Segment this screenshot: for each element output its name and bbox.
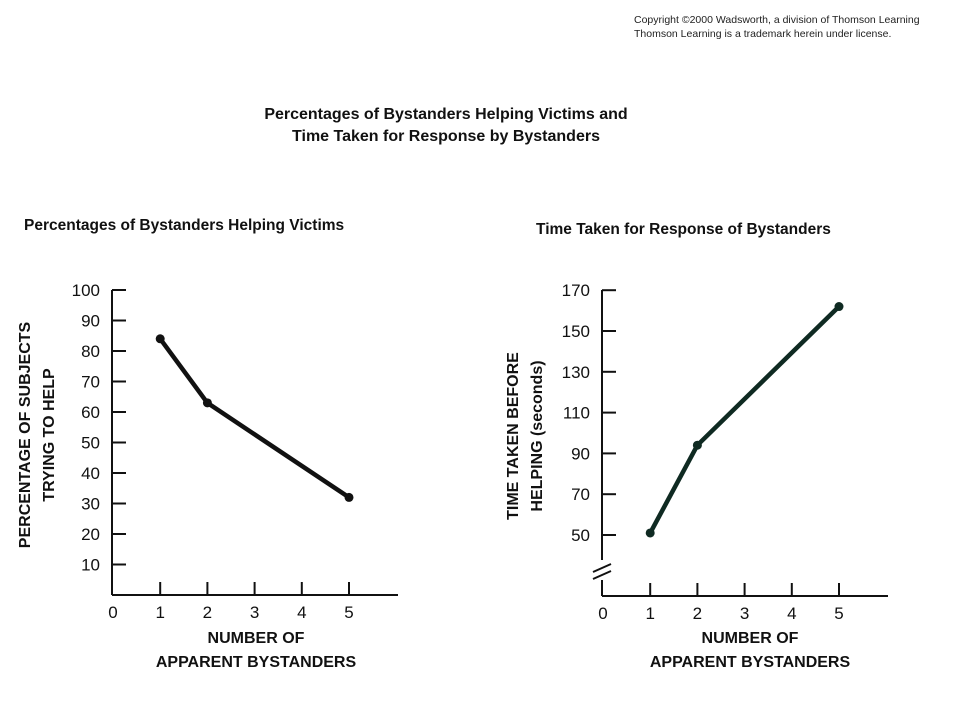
left-data-point (344, 492, 354, 502)
right-x-tick-label: 0 (598, 604, 607, 623)
right-data-point (834, 302, 844, 312)
right-chart-title: Time Taken for Response of Bystanders (536, 221, 831, 238)
right-axis-break-mark (592, 563, 612, 573)
left-x-tick-label: 3 (250, 603, 259, 622)
right-y-tick-label: 70 (571, 485, 590, 504)
left-x-tick-label: 5 (344, 603, 353, 622)
right-y-tick-label: 170 (562, 281, 590, 300)
left-y-tick-label: 10 (81, 556, 100, 575)
right-x-tick-label: 4 (787, 604, 796, 623)
copyright-notice: Copyright ©2000 Wadsworth, a division of… (634, 13, 920, 41)
copyright-line-1: Copyright ©2000 Wadsworth, a division of… (634, 14, 920, 26)
left-y-tick-label: 100 (72, 281, 100, 300)
right-series-line (647, 304, 842, 536)
left-data-point (202, 398, 212, 408)
right-y-tick-label: 150 (562, 322, 590, 341)
main-title-line-2: Time Taken for Response by Bystanders (292, 128, 600, 145)
left-x-axis-title: NUMBER OF (208, 630, 305, 647)
left-y-tick-label: 90 (81, 312, 100, 331)
left-y-tick-label: 50 (81, 434, 100, 453)
left-x-tick-label: 4 (297, 603, 306, 622)
right-y-tick-label: 110 (563, 404, 590, 423)
right-axis-break-mark (592, 570, 612, 580)
main-title-line-1: Percentages of Bystanders Helping Victim… (264, 106, 628, 123)
right-x-tick-label: 2 (693, 604, 702, 623)
right-x-axis-title: APPARENT BYSTANDERS (650, 654, 851, 671)
left-y-axis-title: PERCENTAGE OF SUBJECTS (17, 321, 34, 548)
left-y-tick-label: 80 (81, 342, 100, 361)
right-y-axis-title: TIME TAKEN BEFORE (505, 352, 522, 520)
left-y-tick-label: 60 (81, 403, 100, 422)
left-x-tick-label: 1 (155, 603, 164, 622)
main-title: Percentages of Bystanders Helping Victim… (196, 104, 696, 148)
left-chart-title: Percentages of Bystanders Helping Victim… (24, 217, 345, 234)
left-y-tick-label: 30 (81, 495, 100, 514)
left-data-point (155, 334, 165, 344)
right-y-tick-label: 90 (571, 444, 590, 463)
copyright-line-2: Thomson Learning is a trademark herein u… (634, 28, 892, 40)
left-y-tick-label: 20 (81, 525, 100, 544)
left-y-axis-title: TRYING TO HELP (41, 368, 58, 502)
right-y-axis-title: HELPING (seconds) (529, 360, 546, 511)
right-x-axis-title: NUMBER OF (702, 630, 799, 647)
right-x-tick-label: 3 (740, 604, 749, 623)
left-x-tick-label: 2 (203, 603, 212, 622)
left-x-tick-label: 0 (108, 603, 117, 622)
right-data-point (692, 440, 702, 450)
left-y-tick-label: 40 (81, 464, 100, 483)
right-data-point (645, 528, 655, 538)
left-y-tick-label: 70 (81, 373, 100, 392)
right-y-tick-label: 130 (562, 363, 590, 382)
right-x-tick-label: 1 (645, 604, 654, 623)
right-x-tick-label: 5 (834, 604, 843, 623)
left-x-axis-title: APPARENT BYSTANDERS (156, 654, 357, 671)
right-y-tick-label: 50 (571, 526, 590, 545)
